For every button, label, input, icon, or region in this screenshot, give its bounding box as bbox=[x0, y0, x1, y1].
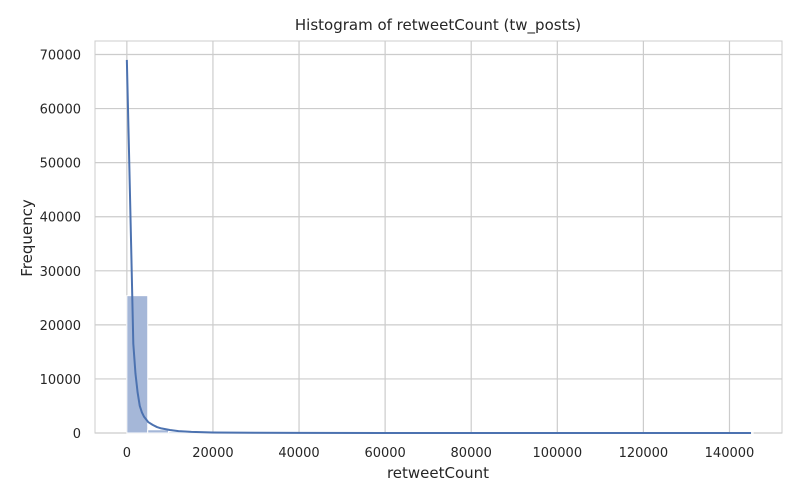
y-axis-title: Frequency bbox=[18, 199, 36, 277]
x-tick-label: 0 bbox=[123, 446, 131, 461]
kde-line bbox=[125, 59, 752, 434]
x-tick-label: 20000 bbox=[192, 446, 233, 461]
x-tick-labels: 0 20000 40000 60000 80000 100000 120000 140000 bbox=[123, 446, 755, 461]
y-tick-label: 60000 bbox=[40, 103, 81, 118]
histogram-bar bbox=[126, 295, 149, 434]
histogram-bar bbox=[147, 429, 170, 434]
y-tick-label: 20000 bbox=[40, 319, 81, 334]
x-tick-label: 40000 bbox=[278, 446, 319, 461]
y-tick-label: 10000 bbox=[40, 373, 81, 388]
y-tick-label: 30000 bbox=[40, 265, 81, 280]
chart-title: Histogram of retweetCount (tw_posts) bbox=[295, 16, 581, 35]
grid-layer bbox=[94, 40, 783, 434]
plot-frame bbox=[94, 40, 783, 434]
y-tick-label: 0 bbox=[73, 427, 81, 442]
x-tick-label: 60000 bbox=[364, 446, 405, 461]
bars-layer bbox=[126, 295, 754, 434]
x-axis-title: retweetCount bbox=[387, 464, 489, 482]
y-tick-label: 50000 bbox=[40, 157, 81, 172]
x-tick-label: 100000 bbox=[532, 446, 582, 461]
x-tick-label: 80000 bbox=[451, 446, 492, 461]
x-tick-label: 120000 bbox=[619, 446, 669, 461]
kde-layer bbox=[125, 59, 752, 434]
y-tick-label: 70000 bbox=[40, 49, 81, 64]
x-tick-label: 140000 bbox=[705, 446, 755, 461]
y-tick-labels: 0 10000 20000 30000 40000 50000 60000 70000 bbox=[40, 49, 81, 442]
y-tick-label: 40000 bbox=[40, 211, 81, 226]
